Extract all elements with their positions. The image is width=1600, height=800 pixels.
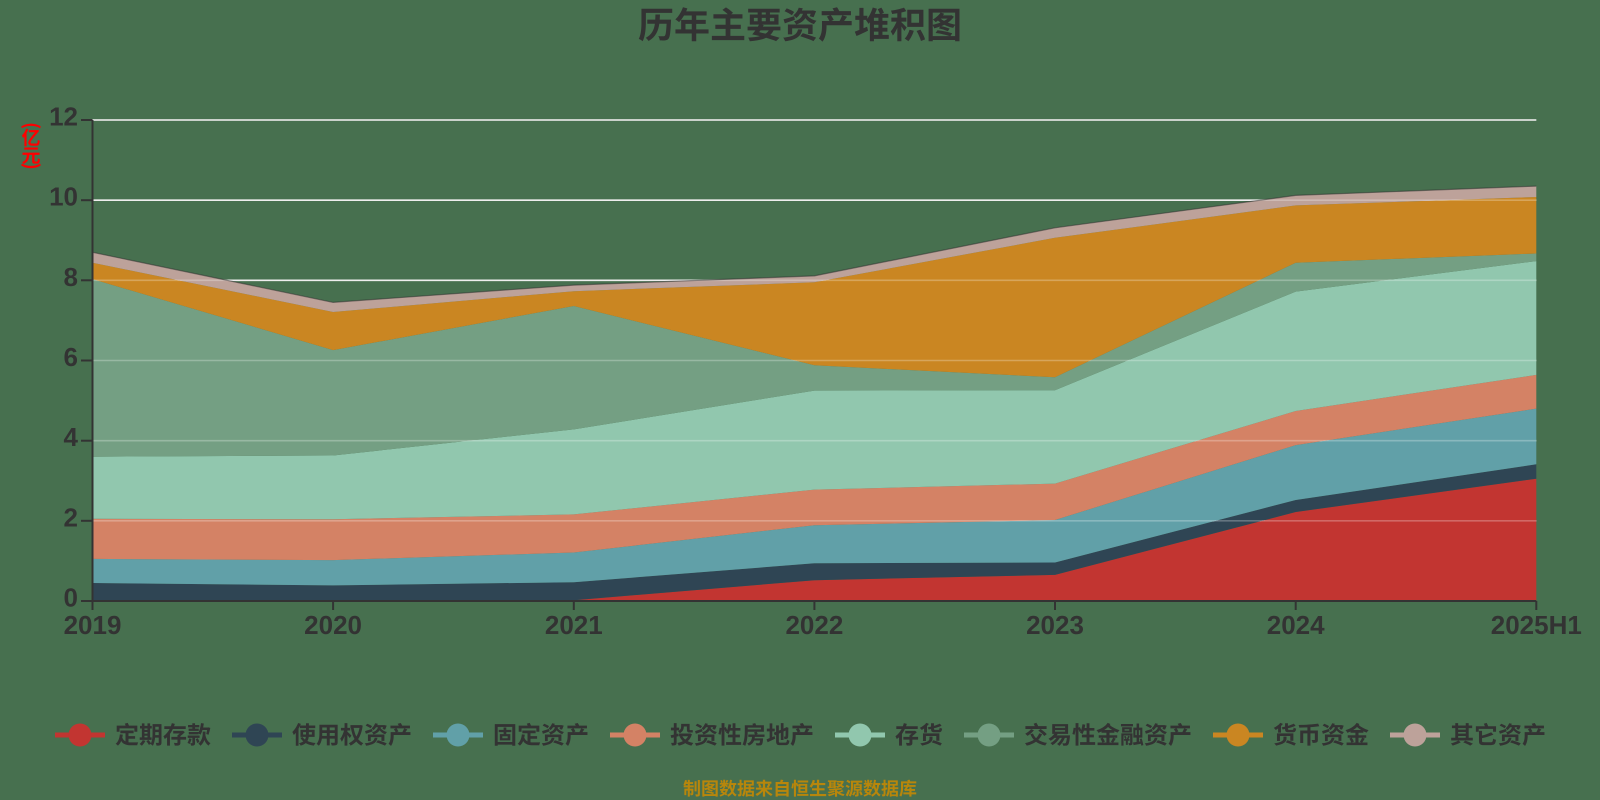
svg-text:0: 0: [64, 583, 78, 613]
svg-text:2025H1: 2025H1: [1491, 610, 1582, 640]
svg-text:12: 12: [49, 102, 78, 132]
svg-text:8: 8: [64, 262, 78, 292]
svg-text:2023: 2023: [1026, 610, 1084, 640]
svg-text:10: 10: [49, 182, 78, 212]
svg-text:2020: 2020: [304, 610, 362, 640]
svg-text:2021: 2021: [545, 610, 603, 640]
svg-text:2024: 2024: [1267, 610, 1325, 640]
svg-text:2: 2: [64, 502, 78, 532]
svg-text:2022: 2022: [785, 610, 843, 640]
svg-text:4: 4: [64, 422, 79, 452]
svg-text:6: 6: [64, 342, 78, 372]
svg-text:2019: 2019: [64, 610, 122, 640]
